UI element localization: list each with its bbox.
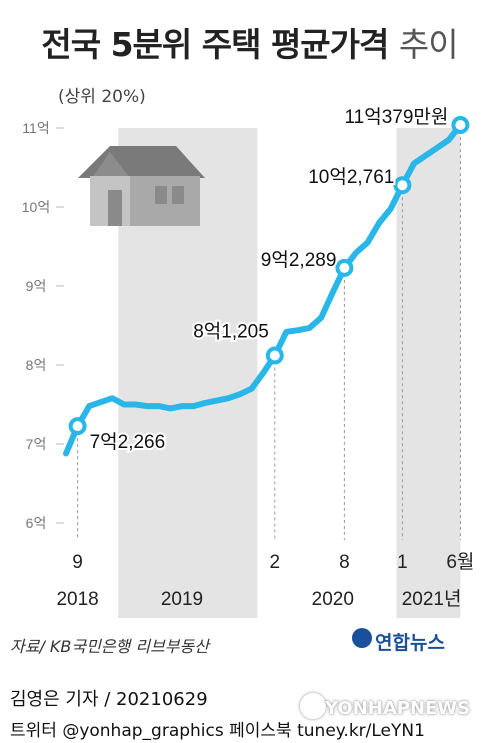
x-month-label: 8	[339, 552, 350, 573]
source-note: 자료/ KB국민은행 리브부동산	[10, 637, 209, 656]
highlight-value-label: 9억2,289	[261, 249, 337, 271]
highlight-value-label: 8억1,205	[193, 320, 269, 342]
x-month-label: 9	[72, 552, 83, 573]
x-month-label: 2	[270, 552, 281, 573]
year-band-2021	[396, 128, 461, 618]
x-guides	[77, 125, 461, 540]
x-axis: 9 2 8 1 6월 2018 2019 2020 2021년	[56, 551, 474, 610]
chart-title-light: 추이	[398, 25, 459, 64]
x-year-label: 2018	[56, 589, 98, 610]
x-year-label: 2021년	[402, 588, 462, 610]
y-tick-label: 11억	[22, 120, 49, 136]
brand-name: 연합뉴스	[375, 632, 445, 654]
highlight-marker	[265, 346, 284, 365]
x-year-label: 2020	[312, 589, 354, 610]
y-axis: 6억 7억 8억 9억 10억 11억	[22, 120, 64, 531]
sns-credit: 트위터 @yonhap_graphics 페이스북 tuney.kr/LeYN1	[10, 721, 425, 741]
watermark-text: YONHAPNEWS	[325, 698, 471, 719]
highlight-value-label: 7억2,266	[90, 431, 166, 453]
y-tick-label: 10억	[22, 199, 50, 215]
x-month-label: 6월	[446, 551, 474, 573]
series-line-path	[63, 122, 464, 457]
brand-logo-icon	[352, 628, 372, 648]
highlight-markers: 7억2,266 8억1,205 9억2,289 10억2,761 11억379만원	[68, 104, 470, 455]
highlight-marker	[393, 176, 412, 195]
y-tick-label: 7억	[26, 436, 47, 452]
highlight-value-label: 10억2,761	[308, 166, 394, 188]
highlight-marker	[335, 258, 354, 277]
highlight-marker	[451, 116, 470, 135]
reporter-credit: 김영은 기자 / 20210629	[10, 689, 208, 710]
house-icon	[78, 146, 205, 226]
x-month-label: 1	[397, 552, 408, 573]
chart-subtitle: (상위 20%)	[58, 87, 146, 107]
highlight-marker	[68, 417, 87, 436]
highlight-value-label: 11억379만원	[345, 106, 449, 128]
chart-title-main: 전국 5분위 주택 평균가격	[41, 25, 389, 64]
series-line	[63, 122, 464, 457]
watermark-logo-icon	[300, 693, 326, 719]
y-tick-label: 6억	[26, 515, 47, 531]
line-chart: 6억 7억 8억 9억 10억 11억 7억2,266 8억1,205 9억2,289 10억2…	[22, 104, 474, 618]
y-tick-label: 8억	[26, 357, 47, 373]
chart-title: 전국 5분위 주택 평균가격 추이	[0, 18, 499, 66]
y-tick-label: 9억	[26, 278, 47, 294]
x-year-label: 2019	[161, 589, 203, 610]
